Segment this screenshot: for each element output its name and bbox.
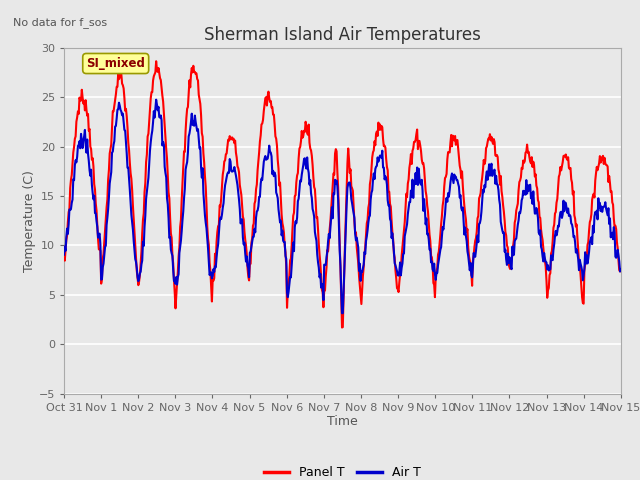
Air T (127, 212, 135, 218)
Air T (185, 133, 193, 139)
Air T (214, 242, 222, 248)
Air T (339, 311, 347, 316)
Line: Panel T: Panel T (64, 61, 621, 327)
Panel T (338, 324, 346, 330)
Panel T (617, 266, 625, 272)
Panel T (127, 176, 135, 182)
Air T (428, 258, 436, 264)
Title: Sherman Island Air Temperatures: Sherman Island Air Temperatures (204, 25, 481, 44)
Air T (617, 266, 625, 272)
Panel T (70, 144, 78, 150)
X-axis label: Time: Time (327, 415, 358, 429)
Panel T (214, 223, 222, 229)
Air T (70, 177, 78, 183)
Air T (412, 170, 419, 176)
Line: Air T: Air T (64, 100, 621, 313)
Text: SI_mixed: SI_mixed (86, 57, 145, 70)
Air T (60, 252, 68, 258)
Panel T (412, 137, 419, 143)
Panel T (428, 254, 436, 260)
Air T (152, 97, 160, 103)
Legend: Panel T, Air T: Panel T, Air T (259, 461, 426, 480)
Text: No data for f_sos: No data for f_sos (13, 17, 107, 28)
Y-axis label: Temperature (C): Temperature (C) (23, 170, 36, 272)
Panel T (60, 256, 68, 262)
Panel T (152, 59, 160, 64)
Panel T (185, 91, 193, 96)
